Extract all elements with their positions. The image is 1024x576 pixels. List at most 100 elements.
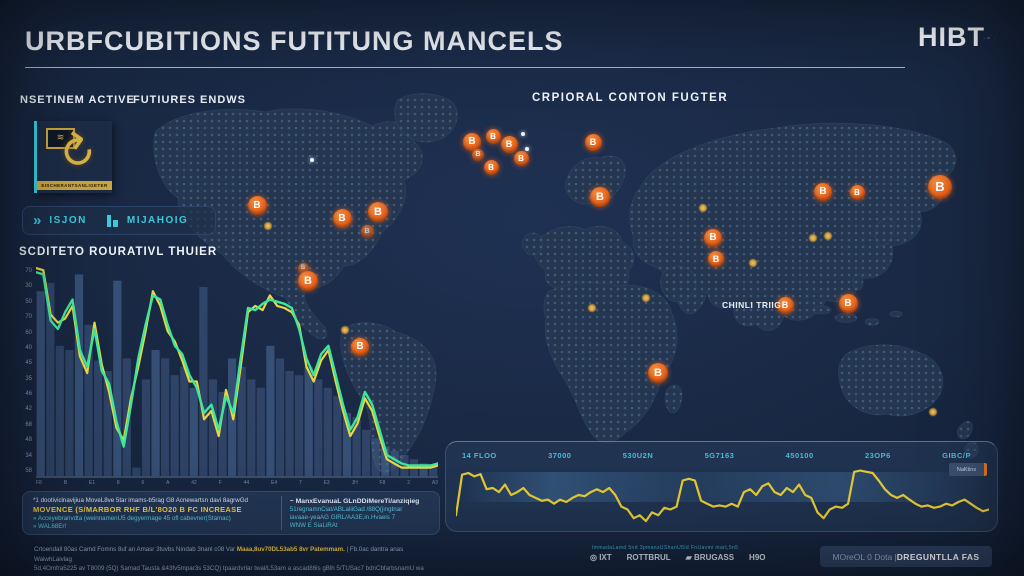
gold-spark-icon [824, 232, 832, 240]
y-tick: 58 [25, 467, 32, 474]
gold-spark-icon [699, 204, 707, 212]
map-region-label: CHINLI TRIIG [722, 300, 782, 310]
map-marker-coin[interactable]: B [472, 149, 484, 161]
timeline-label: 5G7163 [704, 451, 735, 460]
logo-item: ▰ BRUGASS [685, 553, 735, 562]
map-marker-coin[interactable]: B [298, 271, 318, 291]
y-tick: 70 [25, 268, 32, 274]
footer-brand-box[interactable]: MOreOL 0 Dota | DREGUNTLLA FAS [820, 546, 992, 567]
footer-brand-name: DREGUNTLLA FAS [896, 551, 980, 562]
card-banner-label: EISCHERANTSANLIGETER [37, 181, 112, 190]
timeline-label: 37000 [548, 451, 572, 460]
map-marker-coin[interactable]: B [247, 195, 267, 215]
x-tick: 6 [141, 480, 145, 486]
action-button-bar: » ISJON MIJAHOIG [22, 206, 216, 235]
map-marker-coin[interactable]: B [849, 184, 865, 200]
timeline-label: 23OP6 [864, 451, 891, 460]
map-marker-coin[interactable]: B [928, 175, 952, 199]
disclaimer-line1-highlight: Maaa,8uv70DL53ab5 8vr Patemmam. [236, 546, 345, 553]
legend-right-title: ~ ManxEvanuaL GLnDDiMereTi/anziqieg [289, 497, 420, 505]
partner-logos: ◎ IXT ROTTBRUL ▰ BRUGASS H9O [590, 553, 766, 562]
y-tick: 60 [25, 329, 32, 336]
header-divider [25, 67, 905, 68]
y-tick: 48 [25, 437, 32, 444]
legend-right-line-3: WNW E SiaLiRAt [289, 521, 338, 529]
map-marker-coin[interactable]: B [776, 296, 794, 314]
white-dot [310, 158, 314, 162]
y-tick: 46 [25, 391, 32, 397]
map-title: CRPIORAL CONTON FUGTER [532, 92, 729, 104]
brand-logo-sub: ·≈ · [984, 36, 997, 42]
y-tick: 34 [25, 452, 32, 459]
y-tick: 50 [25, 298, 32, 305]
map-marker-coin[interactable]: B [360, 224, 374, 238]
map-marker-coin[interactable]: B [485, 128, 501, 144]
disclaimer-line1-post: | Fb.0ac dantra anas WaiwhLaivlag [34, 546, 404, 563]
logo-item: ◎ IXT [590, 553, 612, 562]
map-marker-coin[interactable]: B [463, 133, 481, 151]
bar-chart-icon [106, 214, 119, 227]
map-marker-coin[interactable]: B [368, 202, 388, 222]
x-tick: 42 [191, 480, 197, 486]
x-tick: F8 [36, 480, 42, 486]
x-tick: 44 [243, 480, 250, 486]
x-tick: 8 [116, 480, 120, 486]
timeline-label: 14 FLOO [462, 451, 497, 460]
page-title: URBFCUBITIONS FUTITUNG MANCELS [25, 26, 564, 56]
map-marker-coin[interactable]: B [584, 133, 602, 151]
map-marker-coin[interactable]: B [648, 363, 668, 383]
map-marker-coin[interactable]: B [483, 159, 499, 175]
map-marker-coin[interactable]: B [513, 150, 529, 166]
gold-spark-icon [929, 408, 937, 416]
subnav-item-futures[interactable]: FUTIURES ENDWS [133, 94, 246, 106]
legend-panel: *1 dootiviclnavijiua MoveL8ve 5tar imams… [22, 491, 440, 535]
map-marker-coin[interactable]: B [838, 293, 858, 313]
x-tick: 7 [298, 480, 302, 486]
promo-card[interactable]: ≋ ↻ EISCHERANTSANLIGETER [34, 121, 112, 193]
y-tick: 42 [25, 406, 32, 413]
card-accent-stripe [34, 121, 37, 193]
map-marker-coin[interactable]: B [297, 262, 309, 274]
disclaimer-line1-pre: Crtoendall 80as Camd Fomns 8uf an Amasr … [34, 546, 237, 553]
white-dot [521, 132, 525, 136]
legend-right-line-1: 51regnamnCiat/ABLaliiGad /88Q(jingtnar [289, 505, 403, 513]
legend-divider [280, 496, 282, 530]
disclaimer-text: Crtoendall 80as Camd Fomns 8uf an Amasr … [34, 545, 426, 576]
gold-spark-icon [264, 222, 272, 230]
timeline-label: 450100 [785, 451, 814, 460]
logo-item: H9O [749, 553, 766, 562]
legend-note-1: *1 dootiviclnavijiua MoveL8ve 5tar imams… [33, 496, 248, 504]
x-tick: A3 [431, 480, 438, 486]
legend-bullet-1: » Acceyebranvdta (weinnamenU5 degyermage… [33, 514, 231, 522]
timeline-panel: 14 FLOO 37000 530U2N 5G7163 450100 23OP6 GIBC/… [445, 441, 998, 532]
y-tick: 45 [25, 360, 32, 367]
legend-bullet-2: » WAL68Er! [33, 522, 67, 530]
button-mijahoig-label: MIJAHOIG [126, 215, 189, 226]
subnav-item-active[interactable]: NSETINEM ACTIVE [20, 94, 135, 106]
map-marker-coin[interactable]: B [704, 229, 722, 247]
gold-spark-icon [341, 326, 349, 334]
button-mijahoig[interactable]: MIJAHOIG [97, 207, 198, 234]
x-tick: JH [351, 480, 358, 486]
timeline-button[interactable]: NaKtins [949, 463, 987, 476]
x-tick: E1 [88, 480, 95, 486]
footer-brand-prefix: MOreOL 0 Dota | [832, 551, 897, 562]
map-marker-coin[interactable]: B [708, 251, 724, 267]
gold-spark-icon [588, 304, 596, 312]
map-marker-coin[interactable]: B [814, 183, 832, 201]
map-marker-coin[interactable]: B [590, 187, 610, 207]
map-marker-coin[interactable]: B [351, 338, 369, 356]
chart-title: SCDITETO ROURATIVL THUIER [19, 246, 218, 258]
map-marker-coin[interactable]: B [500, 135, 518, 153]
brand-logo: HIBT [918, 22, 985, 52]
button-isjon[interactable]: » ISJON [23, 207, 97, 234]
y-tick: 35 [25, 375, 32, 382]
x-tick: 2 [407, 480, 410, 486]
map-marker-coin[interactable]: B [332, 208, 352, 228]
y-tick: 30 [25, 283, 32, 290]
button-isjon-label: ISJON [49, 215, 87, 226]
gold-spark-icon [809, 234, 817, 242]
